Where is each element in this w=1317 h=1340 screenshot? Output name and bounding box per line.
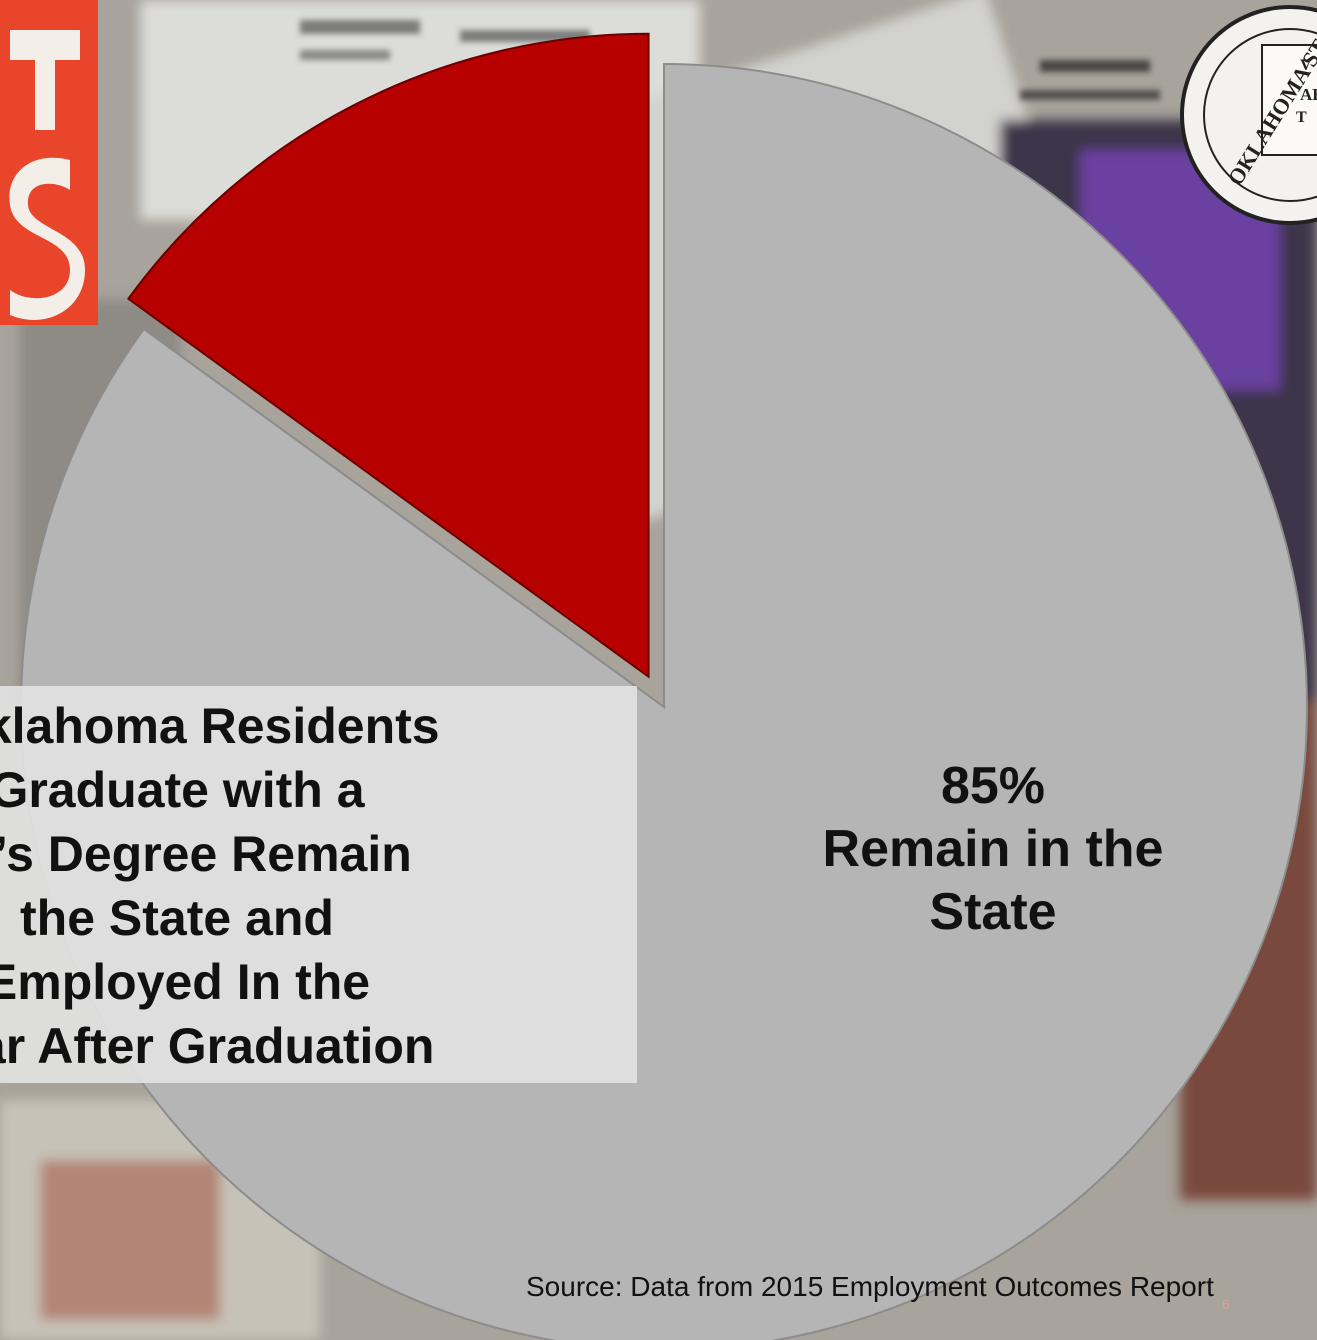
slice-percent-label: 85% bbox=[940, 757, 1046, 815]
chart-title: f Oklahoma Residents Graduate with a or’… bbox=[0, 698, 440, 1074]
source-note: Source: Data from 2015 Employment Outcom… bbox=[526, 1271, 1214, 1302]
svg-text:T: T bbox=[1296, 109, 1307, 126]
slice-category-line2: State bbox=[929, 883, 1057, 941]
state-seal-graphic: ABU V T OKLAHOMA STATE RE bbox=[1180, 0, 1317, 225]
svg-text:ABU: ABU bbox=[1300, 85, 1317, 104]
pie-slice-other bbox=[126, 32, 650, 679]
chart-title-box: f Oklahoma Residents Graduate with a or’… bbox=[0, 686, 637, 1083]
slice-category-line1: Remain in the bbox=[822, 820, 1164, 878]
slice-label-remain: 85% Remain in the State bbox=[790, 755, 1196, 944]
svg-text:V: V bbox=[1300, 57, 1312, 74]
page-number: 6 bbox=[1222, 1296, 1230, 1312]
red-banner-graphic bbox=[0, 0, 98, 325]
